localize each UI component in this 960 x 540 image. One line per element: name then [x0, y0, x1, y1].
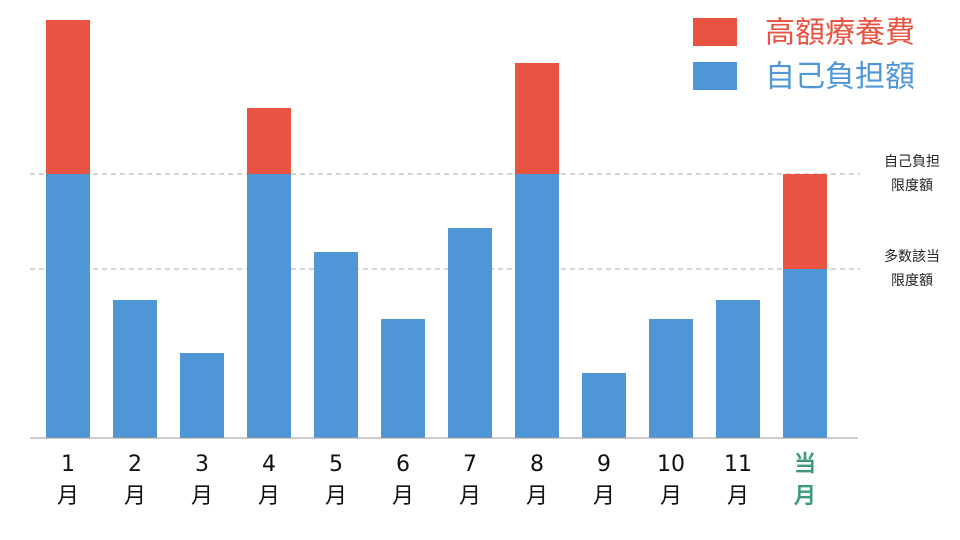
- bar-segment: [515, 174, 559, 438]
- bar-segment: [46, 174, 90, 438]
- bar-segment: [247, 174, 291, 438]
- legend-label: 自己負担額: [765, 60, 915, 95]
- bar-segment: [582, 373, 626, 438]
- bar-segment: [180, 353, 224, 438]
- bar-segment: [448, 228, 492, 438]
- bar-segment: [314, 252, 358, 438]
- reference-label: 多数該当: [884, 248, 940, 265]
- legend-swatch: [693, 62, 737, 90]
- bar-segment: [515, 63, 559, 174]
- bar-segment: [381, 319, 425, 438]
- legend-label: 高額療養費: [765, 16, 915, 51]
- x-tick-label: 11 月: [724, 452, 752, 509]
- bar-segment: [113, 300, 157, 438]
- legend-swatch: [693, 18, 737, 46]
- x-tick-label: 当月: [793, 452, 816, 509]
- reference-label: 限度額: [891, 178, 933, 194]
- x-tick-label: 10 月: [657, 452, 685, 509]
- bar-segment: [783, 269, 827, 438]
- bar-segment: [46, 20, 90, 174]
- reference-label: 限度額: [891, 273, 933, 289]
- bar-segment: [649, 319, 693, 438]
- bar-segment: [783, 174, 827, 269]
- bar-segment: [716, 300, 760, 438]
- reference-label: 自己負担: [884, 154, 940, 170]
- bar-segment: [247, 108, 291, 174]
